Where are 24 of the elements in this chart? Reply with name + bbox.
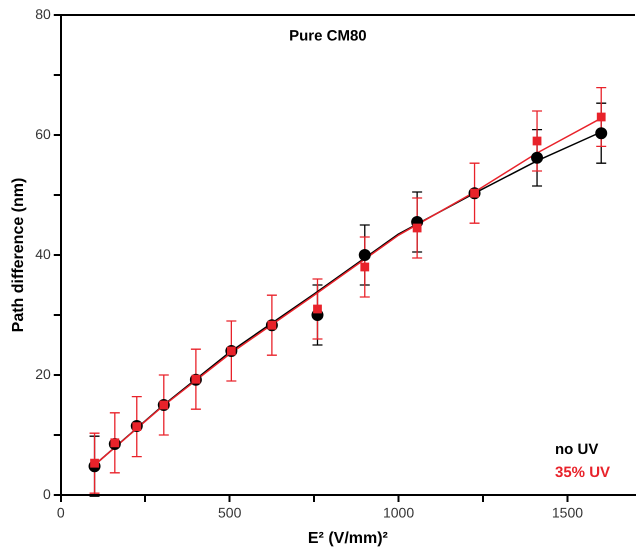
point — [596, 112, 606, 122]
y-axis-title: Path difference (nm) — [10, 178, 28, 332]
text: 35% UV — [555, 464, 610, 481]
y-tick-label: 0 — [42, 486, 51, 502]
y-tick-label: 40 — [35, 246, 51, 262]
y-tick-label: 60 — [35, 126, 51, 142]
x-tick-label: 0 — [56, 504, 65, 520]
point — [313, 304, 322, 314]
point — [358, 249, 371, 261]
x-tick-label: 1500 — [552, 504, 584, 520]
point — [531, 152, 544, 164]
point — [412, 224, 422, 232]
point — [595, 127, 608, 140]
point — [532, 136, 542, 146]
text: Pure CM80 — [289, 28, 367, 45]
point — [110, 438, 120, 448]
x-axis-title: E² (V/mm)² — [308, 530, 388, 547]
point — [90, 458, 99, 468]
text: no UV — [555, 441, 598, 458]
y-tick-label: 20 — [35, 366, 51, 382]
x-tick-label: 500 — [218, 504, 242, 520]
y-tick-label: 80 — [35, 6, 51, 22]
point — [360, 262, 370, 272]
x-tick-label: 1000 — [382, 504, 414, 520]
